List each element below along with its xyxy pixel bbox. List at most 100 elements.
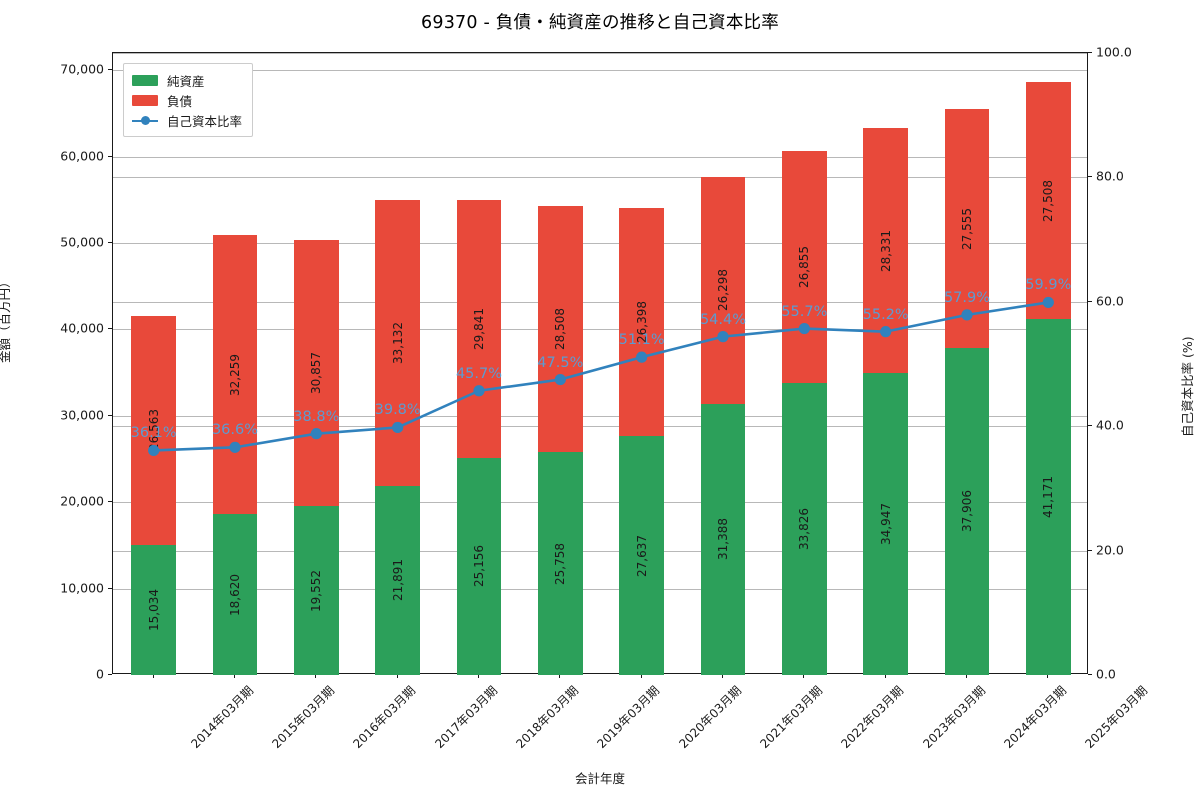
x-axis-tick-label: 2015年03月期: [269, 683, 338, 752]
bar-segment-liabilities[interactable]: 26,563: [131, 315, 177, 546]
y-axis-right-tick-mark: [1088, 674, 1092, 675]
y-axis-left-tick-label: 40,000: [60, 320, 104, 336]
bar-segment-liabilities[interactable]: 32,259: [212, 235, 258, 515]
x-axis-tick-mark: [640, 674, 642, 678]
bar-segment-liabilities[interactable]: 30,857: [293, 239, 339, 507]
gridline: [113, 156, 1087, 158]
x-axis-tick-label: 2022年03月期: [838, 683, 907, 752]
bar-segment-equity[interactable]: 25,758: [537, 452, 583, 675]
x-axis-tick-mark: [478, 674, 479, 678]
bar-segment-equity[interactable]: 31,388: [700, 403, 746, 675]
legend-item-equity: 純資産: [132, 70, 242, 90]
legend-label-equity: 純資産: [167, 73, 205, 89]
y-axis-left-tick-label: 60,000: [60, 148, 104, 164]
ratio-data-point[interactable]: [310, 428, 322, 440]
x-axis-tick-label: 2023年03月期: [920, 683, 988, 752]
y-axis-right-tick-mark: [1088, 52, 1092, 53]
x-axis-tick-mark: [803, 674, 805, 678]
y-axis-right-label: 自己資本比率 (%): [1180, 336, 1195, 437]
y-axis-left-tick-label: 50,000: [60, 234, 104, 250]
x-axis-tick-label: 2024年03月期: [1001, 683, 1070, 752]
gridline: [113, 53, 1087, 54]
chart-title: 69370 - 負債・純資産の推移と自己資本比率: [421, 13, 779, 33]
ratio-data-point[interactable]: [229, 441, 241, 453]
bar-segment-liabilities[interactable]: 27,555: [944, 109, 990, 348]
legend-label-liabilities: 負債: [167, 93, 193, 109]
ratio-data-point[interactable]: [880, 326, 892, 338]
bar-segment-liabilities[interactable]: 26,855: [781, 150, 827, 383]
plot-area: 15,034 26,563 18,620 32,259 19,552 30,857 21,8…: [112, 52, 1088, 675]
bar-segment-equity[interactable]: 37,906: [944, 347, 990, 675]
legend-label-ratio: 自己資本比率: [167, 113, 243, 129]
bar-segment-liabilities[interactable]: 27,508: [1025, 81, 1071, 320]
y-axis-right-tick-label: 60.0: [1096, 293, 1124, 309]
bar-segment-equity[interactable]: 27,637: [619, 436, 665, 675]
x-axis-tick-label: 2019年03月期: [594, 683, 663, 752]
y-axis-left-tick-mark: [108, 674, 112, 675]
ratio-data-point[interactable]: [798, 322, 810, 335]
bar-segment-equity[interactable]: 33,826: [781, 382, 827, 675]
x-axis-tick-mark: [884, 674, 886, 678]
bar-segment-liabilities[interactable]: 26,298: [700, 176, 746, 404]
ratio-line-path: [153, 301, 1049, 452]
y-axis-right-tick-mark: [1088, 176, 1092, 178]
bar-segment-equity[interactable]: 34,947: [863, 373, 909, 675]
x-axis-tick-label: 2018年03月期: [513, 683, 582, 752]
x-axis-tick-mark: [315, 674, 317, 678]
ratio-value-label: 36.1%: [130, 425, 177, 442]
y-axis-right-tick-label: 100.0: [1096, 44, 1132, 60]
chart-legend: 純資産 負債 自己資本比率: [123, 63, 254, 137]
ratio-data-point[interactable]: [961, 309, 973, 321]
gridline: [113, 301, 1087, 303]
ratio-data-point[interactable]: [148, 444, 160, 457]
gridline: [113, 177, 1087, 179]
ratio-value-label: 36.6%: [211, 422, 259, 439]
y-axis-left-tick-mark: [108, 328, 112, 330]
y-axis-left-tick-mark: [108, 242, 112, 244]
gridline: [113, 588, 1087, 590]
ratio-data-point[interactable]: [717, 331, 729, 343]
ratio-value-label: 55.2%: [862, 306, 909, 323]
gridline: [113, 426, 1087, 428]
y-axis-left-label: 金額（百万円）: [0, 275, 12, 363]
bar-segment-liabilities[interactable]: 28,508: [537, 206, 583, 453]
bar-segment-equity[interactable]: 15,034: [131, 545, 177, 675]
bar-segment-liabilities[interactable]: 29,841: [456, 199, 502, 458]
bar-segment-liabilities[interactable]: 26,398: [619, 208, 665, 437]
y-axis-left-tick-label: 10,000: [60, 580, 104, 596]
ratio-value-label: 51.1%: [618, 332, 665, 349]
ratio-value-label: 47.5%: [537, 354, 584, 371]
y-axis-left-tick-mark: [108, 414, 112, 416]
x-axis-tick-label: 2021年03月期: [757, 683, 826, 752]
y-axis-right-tick-mark: [1088, 549, 1092, 551]
bar-segment-liabilities[interactable]: 33,132: [375, 199, 421, 486]
x-axis-label: 会計年度: [574, 771, 625, 786]
x-axis-tick-mark: [396, 674, 398, 678]
ratio-data-point[interactable]: [554, 373, 566, 386]
legend-item-liabilities: 負債: [132, 90, 242, 110]
x-axis-tick-mark: [234, 674, 235, 678]
ratio-data-point[interactable]: [1042, 296, 1054, 309]
ratio-value-label: 54.4%: [699, 311, 747, 328]
x-axis-tick-mark: [722, 674, 723, 678]
legend-swatch-ratio: [132, 115, 158, 126]
x-axis-tick-label: 2017年03月期: [432, 683, 500, 752]
bar-segment-equity[interactable]: 18,620: [212, 514, 258, 675]
x-axis-tick-mark: [152, 674, 154, 678]
bar-segment-equity[interactable]: 41,171: [1025, 319, 1071, 675]
x-axis-tick-label: 2020年03月期: [676, 683, 744, 752]
bar-segment-equity[interactable]: 21,891: [375, 485, 421, 675]
y-axis-left-tick-label: 0: [96, 666, 104, 682]
y-axis-right-tick-label: 80.0: [1096, 168, 1124, 184]
ratio-data-point[interactable]: [636, 351, 648, 363]
y-axis-left-tick-mark: [108, 587, 112, 589]
gridline: [113, 70, 1087, 72]
x-axis-tick-mark: [1047, 674, 1049, 678]
ratio-data-point[interactable]: [392, 421, 404, 434]
ratio-line-series: [148, 296, 1054, 457]
ratio-value-label: 39.8%: [374, 402, 421, 419]
x-axis-tick-mark: [966, 674, 967, 678]
bar-segment-equity[interactable]: 25,156: [456, 457, 502, 675]
bar-segment-equity[interactable]: 19,552: [293, 506, 339, 675]
ratio-data-point[interactable]: [473, 385, 485, 397]
